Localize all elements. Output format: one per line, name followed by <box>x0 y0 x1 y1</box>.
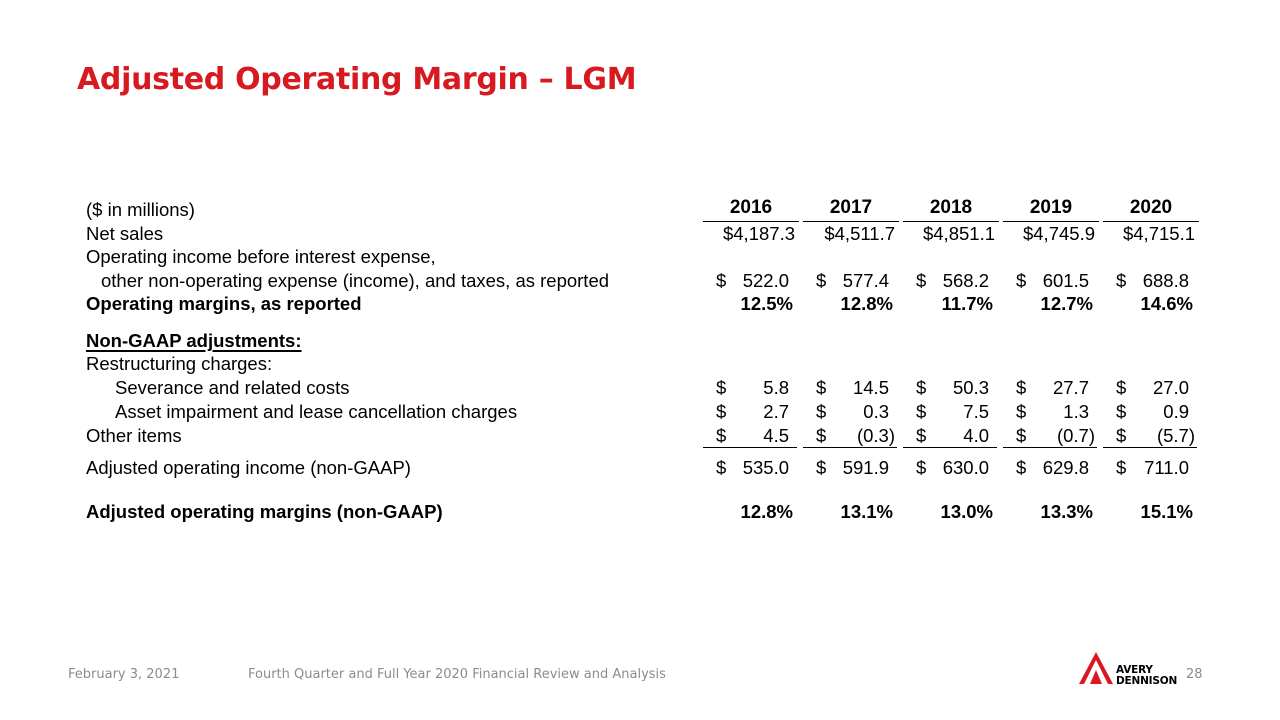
total-underline <box>903 447 997 448</box>
table-cell: 535.0 <box>742 457 789 478</box>
row-label-other-items: Other items <box>86 425 182 446</box>
table-cell: (0.7) <box>1056 425 1095 446</box>
table-cell: 4.0 <box>963 425 989 446</box>
currency-symbol: $ <box>1116 457 1127 478</box>
table-cell: 5.8 <box>763 377 789 398</box>
section-heading-non-gaap: Non-GAAP adjustments: <box>86 330 302 351</box>
currency-symbol: $ <box>916 425 927 446</box>
table-cell: 15.1% <box>1140 501 1193 522</box>
currency-symbol: $ <box>1116 425 1127 446</box>
logo-line-1: AVERY <box>1116 664 1153 676</box>
table-cell: $4,511.7 <box>824 223 895 244</box>
row-label-net-sales: Net sales <box>86 223 164 244</box>
currency-symbol: $ <box>916 401 927 422</box>
currency-symbol: $ <box>716 377 727 398</box>
table-cell: 629.8 <box>1042 457 1089 478</box>
table-cell: 2.7 <box>763 401 789 422</box>
table-cell: 711.0 <box>1144 457 1189 478</box>
table-cell: (5.7) <box>1156 425 1195 446</box>
logo-wordmark: AVERY DENNISON <box>1116 665 1177 687</box>
table-cell: $4,715.1 <box>1122 223 1195 244</box>
table-cell: 601.5 <box>1042 270 1089 291</box>
table-cell: 11.7% <box>941 293 993 314</box>
currency-symbol: $ <box>816 377 827 398</box>
currency-symbol: $ <box>916 457 927 478</box>
total-underline <box>803 447 897 448</box>
total-underline <box>1103 447 1197 448</box>
table-cell: 1.3 <box>1063 401 1089 422</box>
year-header: 2020 <box>1103 197 1199 222</box>
footer-date: February 3, 2021 <box>68 667 180 682</box>
table-cell: 13.3% <box>1040 501 1093 522</box>
currency-symbol: $ <box>1116 377 1127 398</box>
table-cell: $4,745.9 <box>1022 223 1095 244</box>
currency-symbol: $ <box>1116 270 1127 291</box>
row-label-operating-income-line2: other non-operating expense (income), an… <box>101 270 610 291</box>
table-cell: 12.8% <box>740 501 793 522</box>
row-label-severance: Severance and related costs <box>115 377 350 398</box>
table-cell: 522.0 <box>742 270 789 291</box>
currency-symbol: $ <box>1116 401 1127 422</box>
table-cell: 27.0 <box>1152 377 1189 398</box>
row-label-adjusted-income: Adjusted operating income (non-GAAP) <box>86 457 411 478</box>
year-header: 2018 <box>903 197 999 222</box>
table-cell: 50.3 <box>952 377 989 398</box>
table-cell: 14.6% <box>1140 293 1193 314</box>
table-cell: (0.3) <box>856 425 895 446</box>
table-cell: 4.5 <box>763 425 789 446</box>
table-cell: 13.1% <box>840 501 893 522</box>
slide-title: Adjusted Operating Margin – LGM <box>77 62 637 97</box>
table-cell: 12.5% <box>740 293 793 314</box>
currency-symbol: $ <box>816 457 827 478</box>
table-cell: 12.8% <box>840 293 893 314</box>
currency-symbol: $ <box>716 270 727 291</box>
row-label-operating-margins: Operating margins, as reported <box>86 293 362 314</box>
currency-symbol: $ <box>916 377 927 398</box>
table-cell: 688.8 <box>1142 270 1189 291</box>
currency-symbol: $ <box>816 270 827 291</box>
currency-symbol: $ <box>716 401 727 422</box>
table-cell: 14.5 <box>852 377 889 398</box>
table-cell: 27.7 <box>1052 377 1089 398</box>
avery-dennison-logo-icon <box>1079 652 1113 684</box>
table-cell: 568.2 <box>942 270 989 291</box>
table-cell: 7.5 <box>963 401 989 422</box>
units-label: ($ in millions) <box>86 199 195 220</box>
row-label-restructuring: Restructuring charges: <box>86 353 273 374</box>
table-cell: 0.3 <box>863 401 889 422</box>
year-header: 2019 <box>1003 197 1099 222</box>
currency-symbol: $ <box>1016 270 1027 291</box>
total-underline <box>703 447 797 448</box>
row-label-asset-impairment: Asset impairment and lease cancellation … <box>115 401 518 422</box>
currency-symbol: $ <box>916 270 927 291</box>
currency-symbol: $ <box>716 425 727 446</box>
currency-symbol: $ <box>1016 425 1027 446</box>
table-cell: 577.4 <box>842 270 889 291</box>
row-label-operating-income-line1: Operating income before interest expense… <box>86 246 436 267</box>
currency-symbol: $ <box>816 425 827 446</box>
year-header: 2016 <box>703 197 799 222</box>
currency-symbol: $ <box>716 457 727 478</box>
page-number: 28 <box>1186 667 1203 682</box>
currency-symbol: $ <box>1016 401 1027 422</box>
row-label-adjusted-margins: Adjusted operating margins (non-GAAP) <box>86 501 443 522</box>
table-cell: 13.0% <box>940 501 993 522</box>
table-cell: 591.9 <box>842 457 889 478</box>
table-cell: 630.0 <box>942 457 989 478</box>
table-cell: $4,187.3 <box>722 223 795 244</box>
total-underline <box>1003 447 1097 448</box>
table-cell: 0.9 <box>1163 401 1189 422</box>
table-cell: $4,851.1 <box>922 223 995 244</box>
logo-line-2: DENNISON <box>1116 675 1178 687</box>
currency-symbol: $ <box>1016 377 1027 398</box>
currency-symbol: $ <box>816 401 827 422</box>
currency-symbol: $ <box>1016 457 1027 478</box>
table-cell: 12.7% <box>1040 293 1093 314</box>
year-header: 2017 <box>803 197 899 222</box>
footer-presentation-title: Fourth Quarter and Full Year 2020 Financ… <box>248 667 666 682</box>
